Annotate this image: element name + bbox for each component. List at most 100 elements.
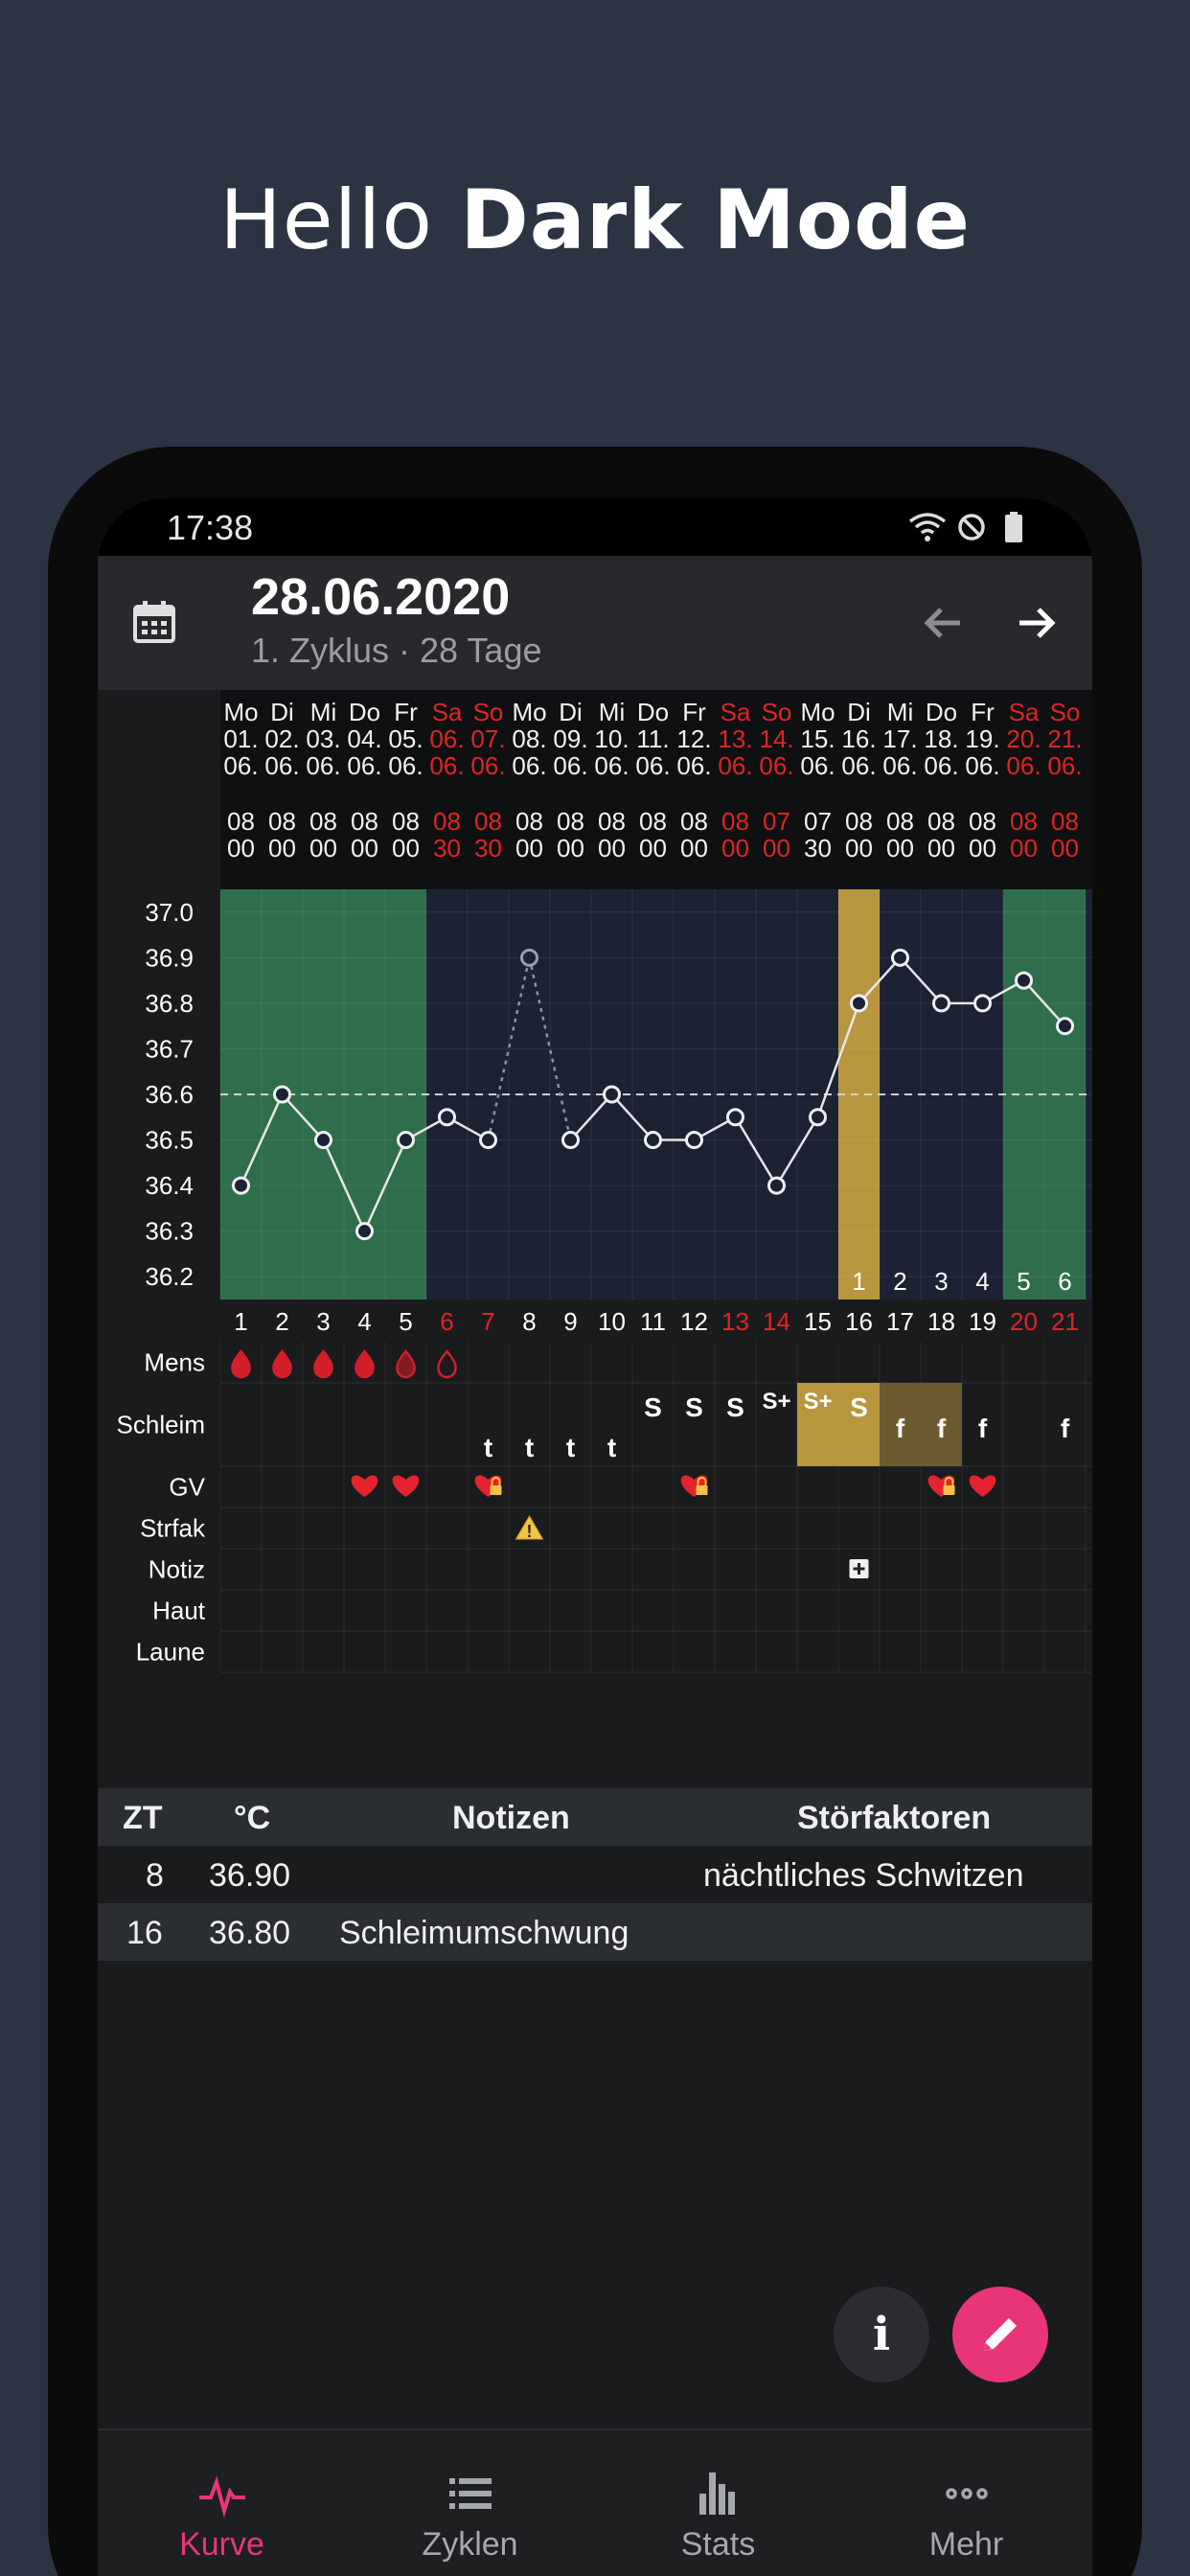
bottom-navigation: Kurve Zyklen Stats Mehr — [98, 2428, 1092, 2576]
current-date: 28.06.2020 — [251, 568, 511, 626]
infertile-day-region — [385, 889, 426, 1300]
schleim-value: S+ — [762, 1389, 790, 1414]
status-bar: 17:38 — [98, 498, 1092, 556]
header-time-min: 00 — [1010, 834, 1038, 862]
do-not-disturb-icon — [958, 514, 985, 540]
header-weekday: Do — [926, 698, 957, 726]
temperature-line-segment — [858, 956, 902, 1004]
header-month: 06. — [882, 751, 917, 780]
cycle-day-label: 7 — [481, 1307, 494, 1336]
cycle-day-label: 9 — [563, 1307, 577, 1336]
schleim-value: t — [607, 1433, 616, 1462]
header-month: 06. — [924, 751, 958, 780]
cycle-day-label: 10 — [598, 1307, 626, 1336]
header-day: 19. — [965, 724, 999, 753]
cycle-chart[interactable]: Mo 01. 06. 08 00 Di 02. 06. 08 00 Mi 03. 06. 08 00 Do 04… — [98, 690, 1092, 1677]
header-day: 15. — [800, 724, 835, 753]
temperature-point — [603, 1085, 621, 1104]
arrow-left-icon[interactable] — [914, 594, 972, 652]
header-day: 20. — [1006, 724, 1041, 753]
header-time-hour: 08 — [309, 807, 337, 836]
header-day: 10. — [594, 724, 629, 753]
nav-zyklen[interactable]: Zyklen — [346, 2430, 594, 2576]
table-row[interactable]: 16 36.80 Schleimumschwung — [98, 1903, 1092, 1961]
header-day: 03. — [306, 724, 340, 753]
header-weekday: Mo — [800, 698, 835, 726]
cycle-subtitle: 1. Zyklus · 28 Tage — [251, 631, 542, 670]
temperature-line-segment — [322, 1139, 366, 1232]
header-notes: Notizen — [452, 1800, 570, 1836]
header-month: 06. — [388, 751, 423, 780]
header-time-hour: 08 — [1010, 807, 1038, 836]
symptom-row-label: Haut — [152, 1597, 206, 1625]
nav-mehr[interactable]: Mehr — [842, 2430, 1090, 2576]
nav-kurve[interactable]: Kurve — [98, 2430, 346, 2576]
cycle-day-label: 5 — [399, 1307, 412, 1336]
status-time: 17:38 — [167, 508, 254, 547]
schleim-value: f — [978, 1414, 988, 1443]
header-time-hour: 08 — [268, 807, 296, 836]
post-peak-count: 3 — [934, 1267, 948, 1296]
temperature-line-segment — [775, 1116, 819, 1186]
symptom-row-label: Mens — [144, 1348, 205, 1377]
header-month: 06. — [676, 751, 711, 780]
header-day: 09. — [553, 724, 587, 753]
header-time-min: 00 — [845, 834, 873, 862]
header-weekday: Sa — [1009, 698, 1040, 726]
header-month: 06. — [759, 751, 793, 780]
excluded-temperature-point — [520, 948, 538, 967]
y-tick-label: 37.0 — [145, 898, 194, 927]
temperature-point — [932, 994, 950, 1013]
schleim-value: t — [484, 1433, 492, 1462]
arrow-right-icon[interactable] — [1008, 594, 1065, 652]
header-day: 01. — [223, 724, 258, 753]
temperature-point — [561, 1131, 580, 1150]
temperature-point — [891, 948, 909, 967]
header-month: 06. — [429, 751, 464, 780]
header-day: 02. — [264, 724, 299, 753]
heart-icon — [351, 1475, 378, 1497]
edit-button[interactable] — [952, 2287, 1048, 2382]
temperature-line-segment — [734, 1116, 778, 1186]
header-day: 04. — [347, 724, 381, 753]
bar-chart-icon — [699, 2472, 735, 2515]
calendar-icon[interactable] — [132, 600, 176, 644]
table-row[interactable]: 8 36.90 nächtliches Schwitzen — [98, 1846, 1092, 1903]
header-weekday: Mi — [310, 698, 336, 726]
header-weekday: Do — [637, 698, 669, 726]
temperature-point — [767, 1176, 786, 1195]
cell-temp: 36.80 — [209, 1915, 291, 1951]
cycle-day-row-bg — [220, 1300, 1092, 1342]
header-day: 18. — [924, 724, 958, 753]
nav-stats[interactable]: Stats — [594, 2430, 842, 2576]
header-time-min: 00 — [1051, 834, 1079, 862]
header-weekday: Fr — [394, 698, 418, 726]
peak-day-region — [838, 889, 880, 1300]
cycle-day-label: 21 — [1051, 1307, 1079, 1336]
info-button[interactable]: i — [834, 2287, 929, 2382]
schleim-highlight-cell — [921, 1383, 962, 1466]
battery-icon — [1005, 512, 1022, 542]
header-time-hour: 08 — [969, 807, 996, 836]
lock-icon — [943, 1485, 955, 1495]
post-peak-count: 4 — [975, 1267, 989, 1296]
header-month: 06. — [512, 751, 546, 780]
temperature-line-segment — [487, 957, 531, 1140]
temperature-point — [1015, 971, 1033, 990]
header-weekday: Sa — [721, 698, 751, 726]
header-time-min: 30 — [474, 834, 502, 862]
header-time-min: 00 — [969, 834, 996, 862]
header-time-min: 00 — [598, 834, 626, 862]
nav-label: Zyklen — [422, 2526, 518, 2563]
hero-title: Hello Dark Mode — [0, 172, 1190, 268]
header-day: 13. — [718, 724, 752, 753]
header-weekday: Mo — [512, 698, 546, 726]
schleim-value: S+ — [803, 1389, 832, 1414]
header-time-hour: 08 — [680, 807, 708, 836]
cycle-day-label: 16 — [845, 1307, 873, 1336]
header-month: 06. — [965, 751, 999, 780]
temperature-line-segment — [569, 1093, 613, 1141]
infertile-day-region — [1044, 889, 1086, 1300]
blood-drop-icon — [313, 1349, 333, 1379]
warning-icon — [515, 1515, 544, 1540]
